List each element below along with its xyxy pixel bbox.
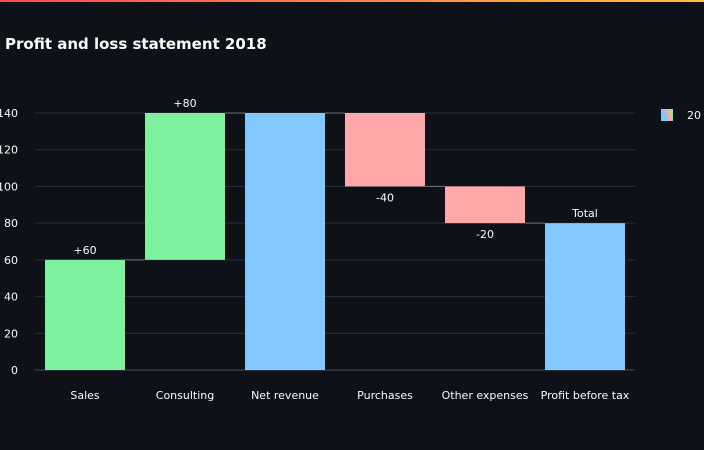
x-tick-label: Other expenses xyxy=(442,389,529,402)
connectors xyxy=(125,112,545,261)
bar-purchases xyxy=(345,113,425,187)
y-axis-ticks: 0 20 40 60 80 100 120 140 xyxy=(0,107,18,377)
y-tick-label: 100 xyxy=(0,180,18,193)
data-label: -20 xyxy=(476,228,494,241)
chart-title: Profit and loss statement 2018 xyxy=(5,35,267,53)
legend[interactable]: 20 xyxy=(661,109,701,122)
x-tick-label: Purchases xyxy=(357,389,413,402)
y-tick-label: 120 xyxy=(0,144,18,157)
data-label: +80 xyxy=(173,97,196,110)
y-tick-label: 140 xyxy=(0,107,18,120)
bar-sales xyxy=(45,259,125,370)
data-labels: +60 +80 -40 -20 Total xyxy=(73,97,597,257)
y-tick-label: 60 xyxy=(4,254,18,267)
bar-other-expenses xyxy=(445,186,525,224)
legend-swatch-decreasing xyxy=(665,109,673,121)
legend-swatch-total xyxy=(661,109,669,121)
data-label: Total xyxy=(571,207,598,220)
y-tick-label: 0 xyxy=(11,364,18,377)
y-tick-label: 20 xyxy=(4,327,18,340)
x-tick-label: Net revenue xyxy=(251,389,319,402)
bar-profit-before-tax xyxy=(545,223,625,370)
x-tick-label: Sales xyxy=(70,389,100,402)
bars xyxy=(45,113,625,370)
y-tick-label: 40 xyxy=(4,291,18,304)
bar-consulting xyxy=(145,113,225,260)
bar-net-revenue xyxy=(245,113,325,370)
y-tick-label: 80 xyxy=(4,217,18,230)
top-accent-bar xyxy=(0,0,704,2)
data-label: -40 xyxy=(376,191,394,204)
data-label: +60 xyxy=(73,244,96,257)
x-tick-label: Consulting xyxy=(156,389,214,402)
x-axis-ticks: Sales Consulting Net revenue Purchases Other… xyxy=(70,389,629,402)
legend-label: 20 xyxy=(687,109,701,122)
x-tick-label: Profit before tax xyxy=(541,389,630,402)
